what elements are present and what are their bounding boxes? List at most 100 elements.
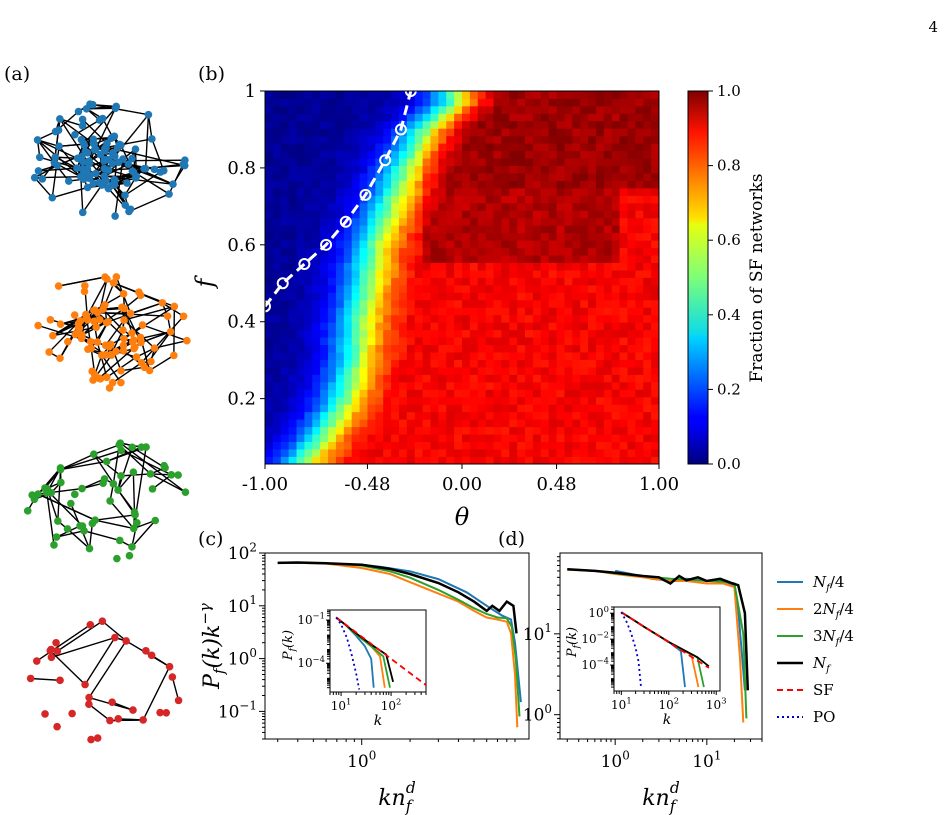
y-tick-label: 100	[523, 702, 552, 726]
heatmap-cell	[572, 314, 581, 323]
heatmap-cell	[525, 449, 534, 457]
heatmap-cell	[643, 426, 652, 435]
heatmap-cell	[335, 411, 345, 420]
heatmap-cell	[328, 359, 337, 368]
heatmap-cell	[532, 374, 542, 383]
heatmap-cell	[367, 240, 376, 249]
heatmap-cell	[588, 367, 597, 375]
heatmap-cell	[398, 284, 408, 293]
inset-series-group	[620, 611, 710, 688]
heatmap-cell	[359, 187, 368, 196]
heatmap-cell	[588, 359, 597, 368]
heatmap-cell	[651, 128, 660, 137]
heatmap-cell	[525, 113, 534, 122]
x-tick-label: -0.48	[344, 474, 390, 495]
heatmap-cell	[422, 396, 431, 405]
heatmap-cell	[627, 434, 636, 443]
heatmap-cell	[572, 374, 581, 383]
heatmap-cell	[304, 158, 313, 166]
heatmap-cell	[296, 367, 305, 375]
heatmap-cell	[501, 456, 510, 465]
heatmap-cell	[485, 322, 494, 331]
heatmap-cell	[651, 314, 660, 323]
heatmap-cell	[619, 143, 628, 152]
heatmap-cell	[335, 255, 345, 263]
heatmap-cell	[328, 381, 337, 390]
heatmap-cell	[446, 374, 455, 383]
heatmap-cell	[469, 389, 479, 398]
network-node	[93, 338, 102, 346]
heatmap-cell	[367, 277, 376, 286]
heatmap-cell	[462, 91, 471, 99]
heatmap-cell	[454, 441, 463, 450]
heatmap-cell	[477, 337, 487, 346]
heatmap-cell	[532, 202, 542, 211]
heatmap-cell	[406, 411, 416, 420]
heatmap-cell	[272, 329, 282, 338]
heatmap-cell	[517, 240, 526, 249]
heatmap-cell	[446, 210, 455, 219]
heatmap-cell	[367, 411, 376, 420]
network-edge	[149, 354, 175, 372]
network-edge	[59, 118, 95, 145]
heatmap-cell	[477, 195, 487, 204]
heatmap-cell	[296, 449, 305, 457]
heatmap-cell	[493, 173, 502, 181]
heatmap-cell	[328, 158, 337, 166]
heatmap-cell	[635, 419, 644, 428]
heatmap-cell	[312, 419, 321, 428]
heatmap-cell	[398, 374, 408, 383]
heatmap-cell	[532, 299, 542, 308]
heatmap-cell	[501, 158, 510, 166]
heatmap-cell	[328, 284, 337, 293]
heatmap-cell	[564, 344, 573, 353]
heatmap-cell	[635, 255, 644, 263]
heatmap-cell	[430, 411, 439, 420]
heatmap-cell	[556, 404, 565, 413]
network-node	[101, 351, 110, 359]
heatmap-cell	[580, 195, 589, 204]
heatmap-cell	[320, 210, 329, 219]
heatmap-cell	[651, 322, 660, 331]
network-node	[108, 378, 117, 387]
heatmap-cell	[343, 225, 353, 234]
heatmap-cell	[548, 449, 557, 457]
heatmap-cell	[454, 419, 463, 428]
heatmap-cell	[343, 217, 353, 226]
heatmap-cell	[454, 292, 463, 301]
heatmap-cell	[304, 374, 313, 383]
heatmap-cell	[627, 128, 636, 137]
heatmap-cell	[580, 367, 589, 375]
heatmap-cell	[438, 135, 447, 144]
heatmap-cell	[532, 381, 542, 390]
heatmap-cell	[375, 396, 384, 405]
heatmap-cells	[265, 91, 660, 465]
heatmap-cell	[328, 262, 337, 271]
heatmap-cell	[462, 135, 471, 144]
heatmap-cell	[493, 128, 502, 137]
heatmap-cell	[430, 120, 439, 129]
heatmap-cell	[375, 389, 384, 398]
network-node	[106, 716, 114, 725]
network-node	[120, 316, 128, 324]
network-node	[81, 281, 89, 290]
heatmap-cell	[351, 255, 360, 263]
heatmap-cell	[304, 105, 313, 114]
heatmap-cell	[351, 187, 360, 196]
heatmap-cell	[651, 165, 660, 174]
heatmap-cell	[493, 91, 502, 99]
heatmap-cell	[485, 277, 494, 286]
heatmap-cell	[469, 240, 479, 249]
heatmap-cell	[564, 180, 573, 189]
heatmap-cell	[312, 374, 321, 383]
heatmap-cell	[627, 270, 636, 278]
heatmap-cell	[343, 456, 353, 465]
heatmap-cell	[462, 173, 471, 181]
network-node	[90, 450, 98, 459]
heatmap-cell	[343, 158, 353, 166]
heatmap-cell	[391, 165, 400, 174]
heatmap-cell	[335, 165, 345, 174]
heatmap-cell	[288, 344, 297, 353]
network-node	[85, 544, 94, 553]
heatmap-cell	[335, 344, 345, 353]
